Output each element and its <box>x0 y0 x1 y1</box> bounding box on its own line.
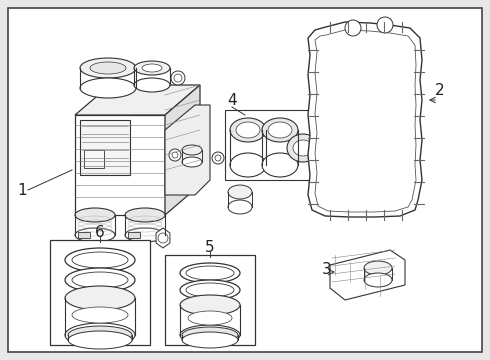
Ellipse shape <box>236 122 260 138</box>
Ellipse shape <box>287 134 319 162</box>
Ellipse shape <box>364 273 392 287</box>
Ellipse shape <box>72 272 128 288</box>
Ellipse shape <box>182 332 238 348</box>
Polygon shape <box>225 110 310 180</box>
Circle shape <box>169 149 181 161</box>
Ellipse shape <box>72 307 128 323</box>
Ellipse shape <box>75 208 115 222</box>
Ellipse shape <box>182 327 238 343</box>
Ellipse shape <box>268 122 292 138</box>
Ellipse shape <box>180 325 240 345</box>
Ellipse shape <box>80 58 136 78</box>
Ellipse shape <box>134 78 170 92</box>
Bar <box>128 232 140 238</box>
Ellipse shape <box>230 118 266 142</box>
Ellipse shape <box>90 62 126 74</box>
Circle shape <box>172 152 178 158</box>
Polygon shape <box>165 105 210 195</box>
Ellipse shape <box>80 78 136 98</box>
Bar <box>84 150 104 168</box>
Ellipse shape <box>180 295 240 315</box>
Text: 3: 3 <box>322 262 332 278</box>
Ellipse shape <box>293 140 313 156</box>
Ellipse shape <box>68 326 132 344</box>
Ellipse shape <box>364 261 392 275</box>
Circle shape <box>158 233 168 243</box>
Ellipse shape <box>134 61 170 75</box>
Text: 5: 5 <box>205 239 215 255</box>
Ellipse shape <box>65 248 135 272</box>
Text: 1: 1 <box>17 183 27 198</box>
Ellipse shape <box>186 266 234 280</box>
Text: 6: 6 <box>95 225 105 239</box>
Ellipse shape <box>65 323 135 347</box>
Ellipse shape <box>68 331 132 349</box>
Circle shape <box>171 71 185 85</box>
Bar <box>50 240 150 345</box>
Bar <box>78 232 90 238</box>
Circle shape <box>377 17 393 33</box>
Ellipse shape <box>188 311 232 325</box>
Ellipse shape <box>182 157 202 167</box>
Ellipse shape <box>230 153 266 177</box>
Ellipse shape <box>228 200 252 214</box>
Ellipse shape <box>72 252 128 268</box>
Text: 2: 2 <box>435 82 445 98</box>
Circle shape <box>215 155 221 161</box>
Ellipse shape <box>65 286 135 310</box>
Circle shape <box>212 152 224 164</box>
Ellipse shape <box>262 153 298 177</box>
Circle shape <box>345 20 361 36</box>
Bar <box>165 255 255 345</box>
Polygon shape <box>80 120 130 175</box>
Ellipse shape <box>180 263 240 283</box>
Polygon shape <box>308 22 422 217</box>
Circle shape <box>174 74 182 82</box>
Polygon shape <box>75 115 165 215</box>
Ellipse shape <box>125 208 165 222</box>
Polygon shape <box>330 250 405 300</box>
Ellipse shape <box>180 280 240 300</box>
Polygon shape <box>165 85 200 215</box>
Polygon shape <box>156 228 170 248</box>
Ellipse shape <box>125 228 165 242</box>
Ellipse shape <box>65 268 135 292</box>
Ellipse shape <box>75 228 115 242</box>
Ellipse shape <box>142 64 162 72</box>
Ellipse shape <box>228 185 252 199</box>
Ellipse shape <box>182 145 202 155</box>
Ellipse shape <box>262 118 298 142</box>
Polygon shape <box>75 85 200 115</box>
Ellipse shape <box>186 283 234 297</box>
Text: 4: 4 <box>227 93 237 108</box>
